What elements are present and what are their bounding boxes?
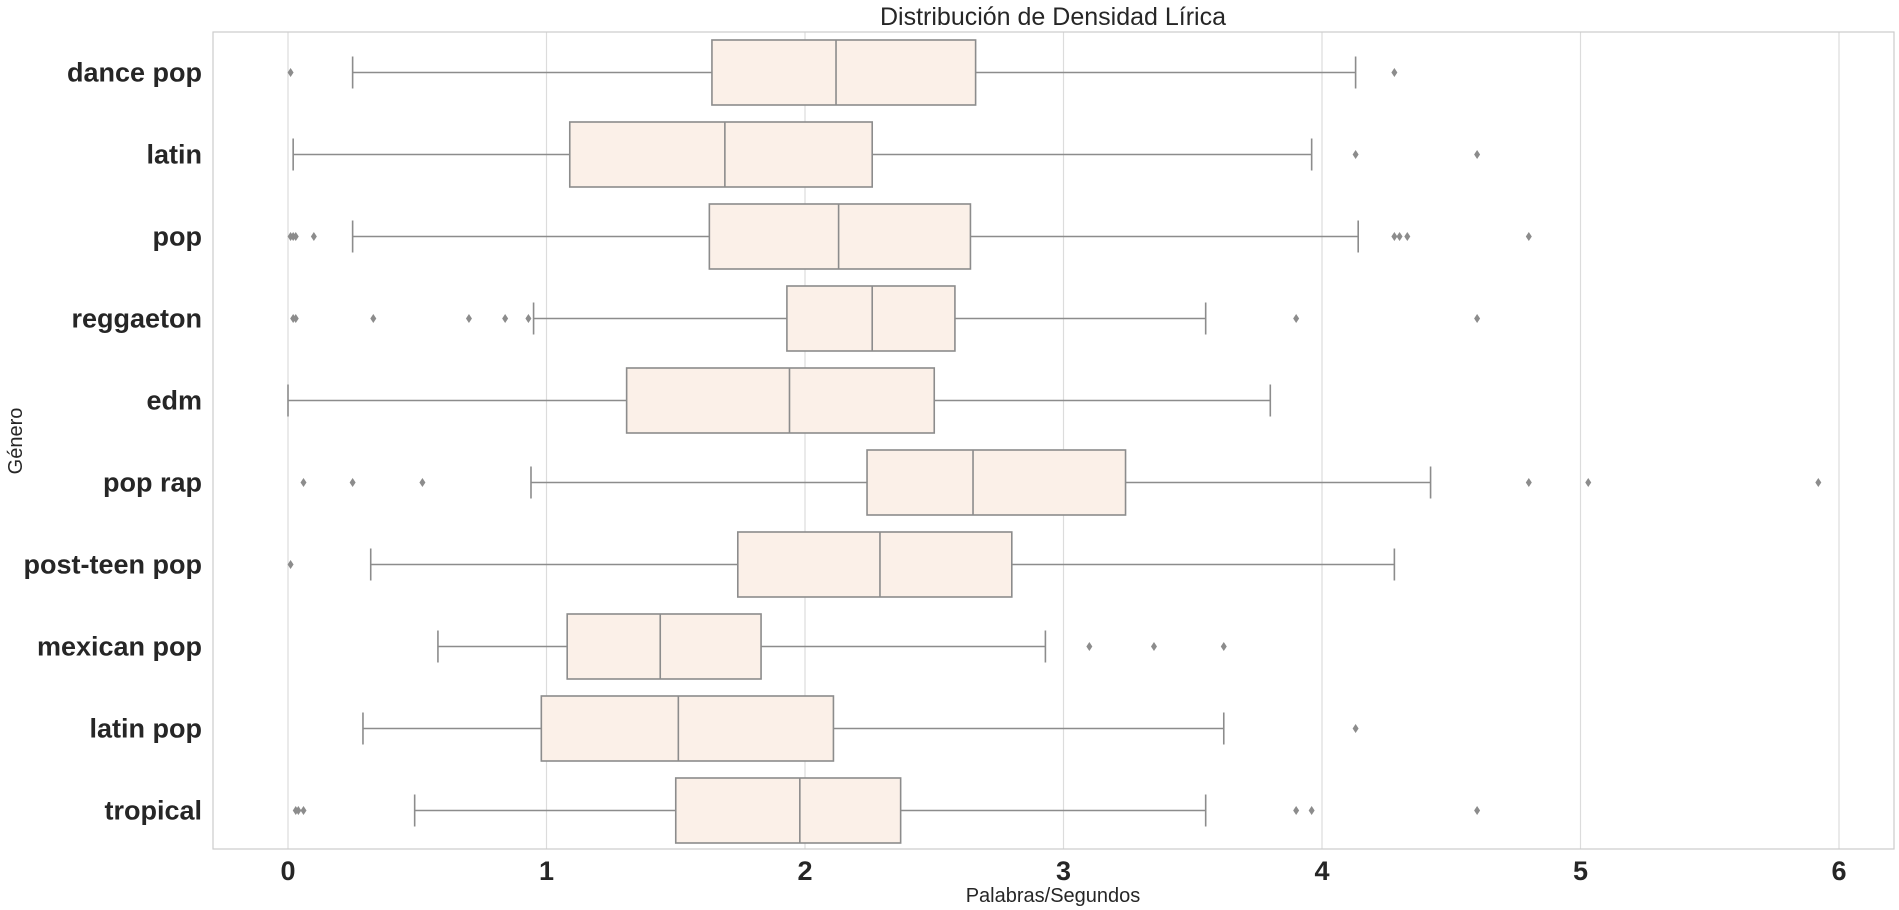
box-iqr — [786, 285, 956, 352]
outlier-point — [349, 478, 356, 487]
outlier-point — [295, 806, 302, 815]
y-axis-label: Género — [5, 408, 27, 475]
box-group — [292, 121, 1481, 188]
y-tick-labels: dance pop latin pop reggaeton edm pop rap post… — [24, 58, 202, 826]
chart-title: Distribución de Densidad Lírica — [880, 3, 1226, 31]
category-label: pop rap — [103, 468, 202, 498]
box-iqr — [674, 777, 902, 844]
box-iqr — [540, 695, 835, 762]
x-tick-label: 6 — [1831, 856, 1846, 886]
outlier-point — [310, 232, 317, 241]
outlier-point — [1525, 478, 1532, 487]
outlier-point — [419, 478, 426, 487]
x-tick-label: 2 — [797, 856, 812, 886]
box-group — [287, 367, 1272, 434]
outlier-point — [465, 314, 472, 323]
outlier-point — [1293, 314, 1300, 323]
outlier-point — [1352, 150, 1359, 159]
outlier-point — [300, 478, 307, 487]
category-label: latin — [146, 140, 202, 170]
outlier-point — [1220, 642, 1227, 651]
x-tick-label: 0 — [280, 856, 295, 886]
box-layer — [287, 39, 1822, 844]
outlier-point — [1404, 232, 1411, 241]
outlier-point — [1293, 806, 1300, 815]
category-label: mexican pop — [37, 632, 202, 662]
box-group — [287, 39, 1398, 106]
outlier-point — [1308, 806, 1315, 815]
outlier-point — [1474, 150, 1481, 159]
category-label: reggaeton — [71, 304, 202, 334]
x-tick-label: 3 — [1056, 856, 1071, 886]
x-tick-labels: 0 1 2 3 4 5 6 — [280, 856, 1846, 886]
outlier-point — [287, 560, 294, 569]
x-tick-label: 5 — [1573, 856, 1588, 886]
outlier-point — [1150, 642, 1157, 651]
outlier-point — [1815, 478, 1822, 487]
outlier-point — [1391, 232, 1398, 241]
outlier-point — [1585, 478, 1592, 487]
plot-frame — [212, 31, 1895, 850]
category-label: post-teen pop — [24, 550, 202, 580]
outlier-point — [292, 232, 299, 241]
x-tick-label: 1 — [539, 856, 554, 886]
outlier-point — [1474, 806, 1481, 815]
box-group — [287, 203, 1532, 270]
outlier-point — [292, 314, 299, 323]
outlier-point — [525, 314, 532, 323]
box-iqr — [711, 39, 977, 106]
box-iqr — [866, 449, 1127, 516]
box-group — [362, 695, 1359, 762]
category-label: pop — [153, 222, 202, 252]
outlier-point — [370, 314, 377, 323]
outlier-point — [300, 806, 307, 815]
outlier-point — [1391, 68, 1398, 77]
outlier-point — [287, 68, 294, 77]
category-label: edm — [146, 386, 202, 416]
box-iqr — [736, 531, 1013, 598]
category-label: tropical — [104, 796, 202, 826]
category-label: dance pop — [67, 58, 202, 88]
box-group — [437, 613, 1227, 680]
box-iqr — [566, 613, 762, 680]
outlier-point — [1352, 724, 1359, 733]
outlier-point — [1525, 232, 1532, 241]
box-group — [290, 285, 1481, 352]
box-iqr — [708, 203, 972, 270]
outlier-point — [1396, 232, 1403, 241]
box-group — [292, 777, 1481, 844]
outlier-point — [502, 314, 509, 323]
x-axis-label: Palabras/Segundos — [966, 885, 1141, 907]
box-group — [287, 531, 1396, 598]
outlier-point — [1086, 642, 1093, 651]
x-tick-label: 4 — [1314, 856, 1329, 886]
category-label: latin pop — [90, 714, 202, 744]
outlier-point — [1474, 314, 1481, 323]
box-iqr — [625, 367, 936, 434]
box-iqr — [568, 121, 874, 188]
box-group — [300, 449, 1822, 516]
